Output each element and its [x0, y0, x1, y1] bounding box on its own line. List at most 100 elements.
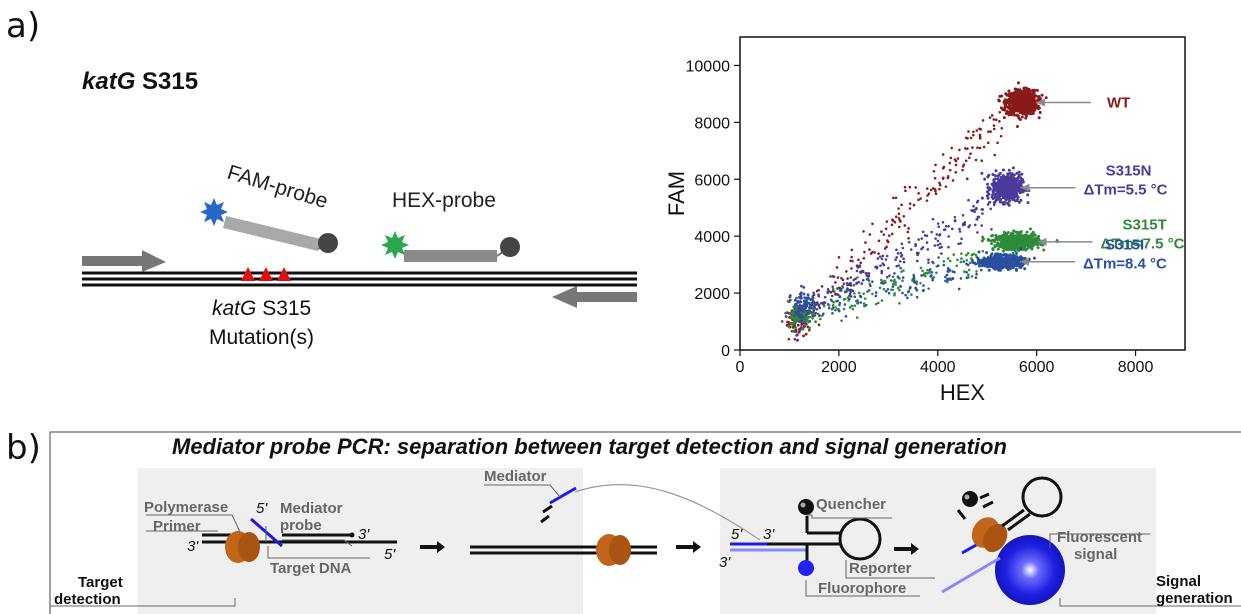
data-point: [1019, 95, 1023, 99]
data-point: [993, 153, 997, 157]
data-point: [1016, 81, 1020, 85]
data-point: [934, 189, 937, 193]
data-point: [904, 189, 907, 193]
data-point: [921, 230, 925, 234]
data-point: [1032, 91, 1036, 95]
data-point: [852, 283, 856, 287]
data-point: [846, 277, 849, 280]
data-point: [950, 146, 954, 150]
data-point: [980, 208, 984, 211]
mutation-marker: [241, 267, 255, 281]
data-point: [971, 133, 975, 137]
data-point: [933, 177, 937, 180]
data-point: [849, 276, 853, 279]
data-point: [926, 194, 929, 197]
gene-heading: katG S315: [82, 68, 198, 96]
data-point: [958, 148, 961, 152]
data-point: [981, 212, 984, 215]
data-point: [972, 204, 975, 208]
data-point: [1033, 88, 1037, 92]
data-point: [942, 228, 946, 232]
data-point: [968, 224, 972, 227]
data-point: [902, 257, 905, 260]
data-point: [947, 245, 950, 249]
reporter-label: Reporter: [849, 560, 912, 577]
data-point: [949, 156, 953, 160]
polymerase-label: Polymerase: [144, 499, 229, 516]
data-point: [1005, 109, 1009, 113]
data-point: [908, 202, 912, 206]
data-point: [1008, 112, 1012, 116]
data-point: [978, 133, 982, 137]
data-point: [835, 266, 839, 269]
data-point: [899, 255, 903, 258]
data-point: [1005, 111, 1009, 115]
data-point: [882, 233, 886, 236]
primer-label: Primer: [153, 518, 201, 535]
data-point: [850, 255, 853, 259]
mutation-marker: [259, 267, 273, 281]
data-point: [1013, 106, 1017, 110]
data-point: [895, 248, 898, 252]
data-point: [890, 232, 894, 236]
data-point: [897, 217, 901, 220]
data-point: [1015, 98, 1019, 102]
data-point: [1024, 116, 1028, 120]
data-point: [951, 179, 955, 182]
target-detection-label-2: detection: [54, 591, 121, 608]
data-point: [942, 165, 946, 169]
data-point: [998, 200, 1002, 204]
reporter-3-prime: 3': [719, 554, 731, 571]
data-point: [992, 124, 996, 127]
mediator-probe-label-2: probe: [280, 517, 322, 534]
data-point: [852, 278, 856, 282]
data-point: [938, 183, 942, 187]
data-point: [1040, 93, 1044, 97]
data-point: [869, 252, 873, 255]
data-point: [1001, 168, 1005, 172]
data-point: [1000, 94, 1004, 98]
data-point: [941, 153, 945, 156]
data-point: [942, 176, 945, 180]
probe-3-prime: 3': [358, 526, 370, 543]
data-point: [1012, 113, 1016, 117]
data-point: [961, 168, 964, 172]
data-point: [1035, 88, 1039, 92]
data-point: [950, 227, 954, 231]
data-point: [1032, 99, 1036, 103]
data-point: [935, 233, 939, 236]
data-point: [999, 198, 1003, 202]
polymerase-icon: [596, 534, 631, 566]
data-point: [866, 272, 870, 275]
fluorescent-signal-icon: [995, 535, 1065, 605]
data-point: [972, 130, 975, 134]
data-point: [834, 281, 837, 284]
data-point: [884, 227, 888, 231]
data-point: [829, 290, 833, 294]
data-point: [1021, 112, 1025, 116]
data-point: [802, 334, 805, 338]
plot-frame: [739, 36, 1186, 351]
data-point: [996, 141, 999, 145]
data-point: [925, 241, 929, 244]
data-point: [917, 251, 920, 255]
data-point: [1018, 110, 1022, 114]
data-point: [958, 227, 961, 231]
data-point: [993, 174, 997, 178]
data-point: [864, 241, 867, 244]
data-point: [831, 274, 835, 278]
data-point: [965, 177, 969, 181]
data-point: [1027, 95, 1031, 99]
data-point: [1037, 94, 1041, 98]
data-point: [934, 163, 937, 167]
data-point: [897, 264, 901, 267]
reverse-primer-arrow: [552, 286, 637, 308]
data-point: [1034, 94, 1038, 98]
data-point: [780, 320, 784, 323]
data-point: [944, 224, 948, 228]
data-point: [938, 187, 941, 191]
data-point: [932, 187, 935, 190]
data-point: [981, 119, 985, 122]
data-point: [976, 146, 979, 150]
data-point: [815, 307, 819, 311]
